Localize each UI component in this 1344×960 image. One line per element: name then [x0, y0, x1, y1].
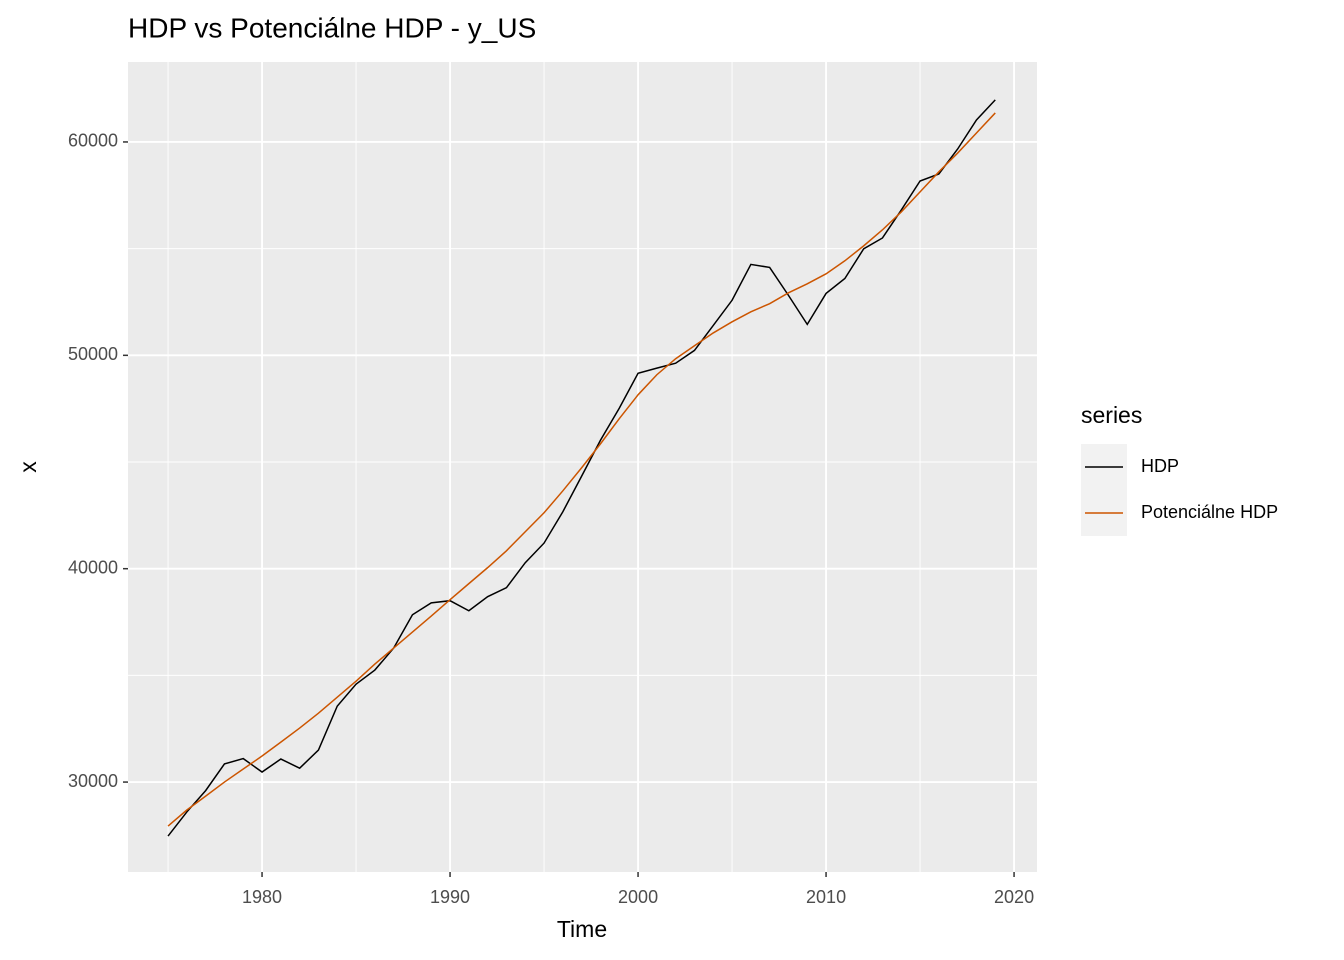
y-tick-label: 50000	[68, 344, 118, 364]
x-tick-label: 2010	[806, 887, 846, 907]
x-tick-label: 1990	[430, 887, 470, 907]
x-tick-label: 2000	[618, 887, 658, 907]
x-tick-label: 1980	[242, 887, 282, 907]
line-series	[167, 112, 996, 827]
chart-title: HDP vs Potenciálne HDP - y_US	[128, 12, 536, 43]
legend-label: HDP	[1141, 456, 1179, 476]
legend-label: Potenciálne HDP	[1141, 502, 1278, 522]
line-series	[167, 99, 996, 837]
x-tick-label: 2020	[994, 887, 1034, 907]
x-axis-title: Time	[557, 916, 607, 942]
y-axis-title: x	[15, 461, 41, 473]
y-tick-label: 30000	[68, 771, 118, 791]
y-tick-label: 40000	[68, 557, 118, 577]
y-tick-label: 60000	[68, 131, 118, 151]
legend-title: series	[1081, 402, 1142, 428]
